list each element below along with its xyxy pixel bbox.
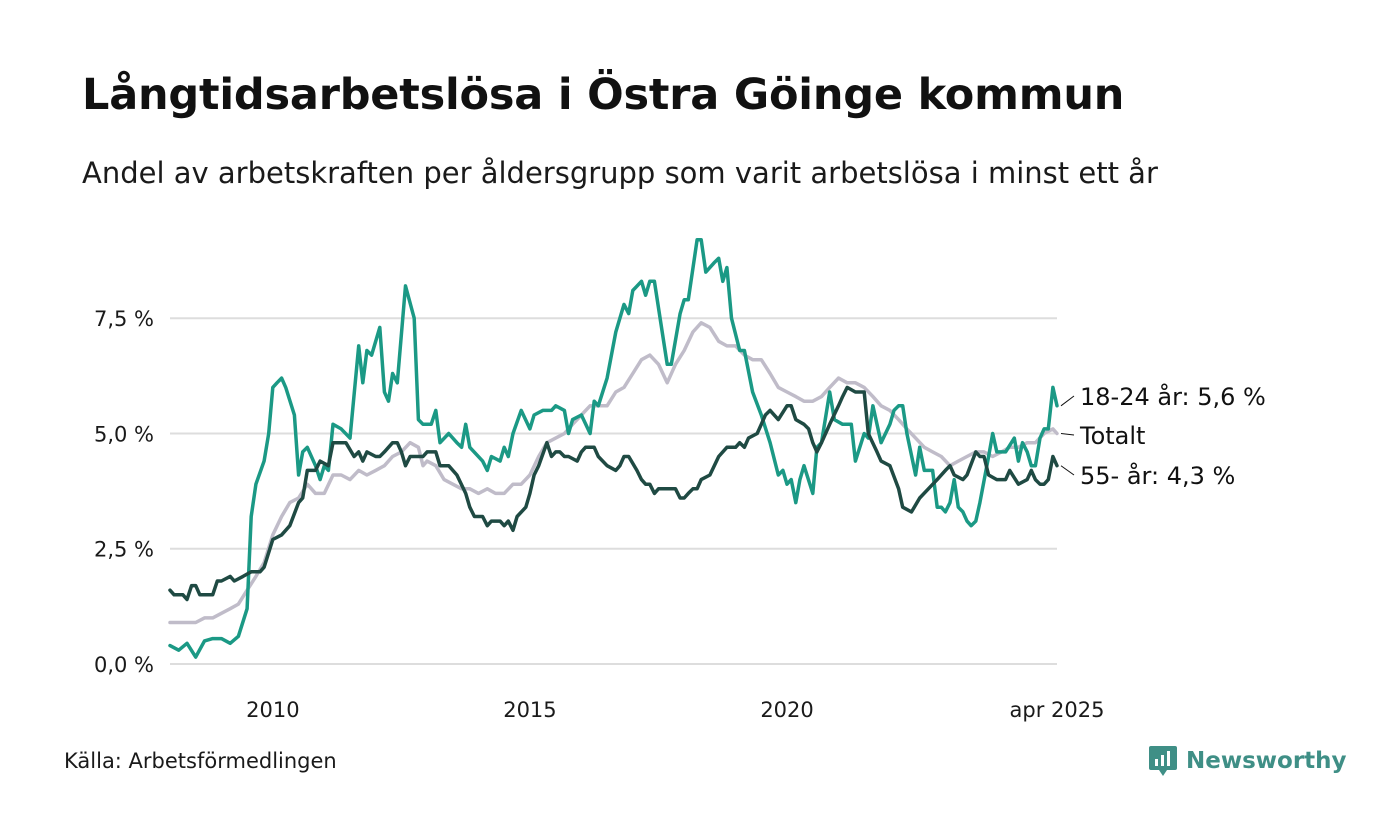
y-tick-label: 2,5 % [94, 538, 154, 562]
brand-logo: Newsworthy [1148, 744, 1347, 778]
leader-line-older [1060, 465, 1075, 476]
leader-line-youth [1060, 395, 1075, 407]
x-tick-label: 2020 [760, 698, 813, 722]
leader-line-total [1060, 432, 1075, 436]
end-labels: 18-24 år: 5,6 % Totalt 55- år: 4,3 % [1060, 382, 1266, 490]
series-lines [168, 238, 1059, 659]
y-tick-label: 0,0 % [94, 653, 154, 677]
source-note: Källa: Arbetsförmedlingen [64, 749, 337, 773]
y-axis-ticks: 0,0 % 2,5 % 5,0 % 7,5 % [94, 307, 154, 677]
brand-name: Newsworthy [1186, 748, 1347, 774]
x-tick-label: apr 2025 [1010, 698, 1105, 722]
x-tick-label: 2010 [246, 698, 299, 722]
x-axis-ticks: 2010 2015 2020 apr 2025 [246, 698, 1104, 722]
series-line-total [168, 321, 1059, 625]
x-tick-label: 2015 [503, 698, 556, 722]
chart-subtitle: Andel av arbetskraften per åldersgrupp s… [82, 156, 1158, 190]
newsworthy-logo-icon [1149, 746, 1177, 776]
end-label-older: 55- år: 4,3 % [1080, 461, 1235, 490]
series-line-older [168, 385, 1059, 602]
end-label-total: Totalt [1079, 422, 1145, 450]
chart-title: Långtidsarbetslösa i Östra Göinge kommun [82, 70, 1125, 120]
end-label-youth: 18-24 år: 5,6 % [1080, 382, 1266, 411]
y-tick-label: 5,0 % [94, 422, 154, 446]
series-line-youth [168, 238, 1059, 659]
y-tick-label: 7,5 % [94, 307, 154, 331]
